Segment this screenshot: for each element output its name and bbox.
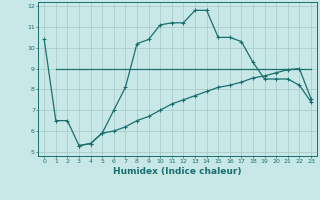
X-axis label: Humidex (Indice chaleur): Humidex (Indice chaleur)	[113, 167, 242, 176]
